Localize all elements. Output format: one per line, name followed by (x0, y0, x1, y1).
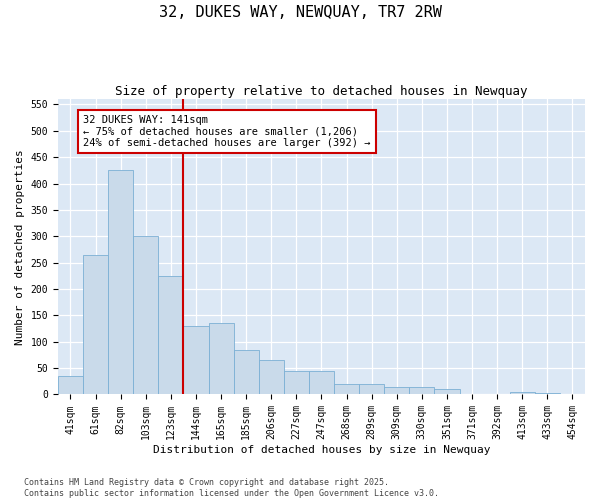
Bar (510, 392, 535, 394)
Bar (334, 384, 359, 394)
Text: 32, DUKES WAY, NEWQUAY, TR7 2RW: 32, DUKES WAY, NEWQUAY, TR7 2RW (158, 5, 442, 20)
Bar (209, 324, 233, 394)
Bar (58, 376, 83, 394)
Y-axis label: Number of detached properties: Number of detached properties (15, 149, 25, 344)
Bar (233, 350, 259, 395)
X-axis label: Distribution of detached houses by size in Newquay: Distribution of detached houses by size … (153, 445, 490, 455)
Bar (309, 370, 334, 394)
Bar (83, 254, 108, 394)
Bar (184, 326, 209, 394)
Bar (409, 386, 434, 394)
Bar (259, 360, 284, 394)
Bar (133, 236, 158, 394)
Bar (384, 386, 409, 394)
Title: Size of property relative to detached houses in Newquay: Size of property relative to detached ho… (115, 85, 528, 98)
Bar (359, 384, 384, 394)
Bar (434, 389, 460, 394)
Bar (158, 276, 184, 394)
Text: 32 DUKES WAY: 141sqm
← 75% of detached houses are smaller (1,206)
24% of semi-de: 32 DUKES WAY: 141sqm ← 75% of detached h… (83, 115, 371, 148)
Bar (108, 170, 133, 394)
Bar (284, 370, 309, 394)
Text: Contains HM Land Registry data © Crown copyright and database right 2025.
Contai: Contains HM Land Registry data © Crown c… (24, 478, 439, 498)
